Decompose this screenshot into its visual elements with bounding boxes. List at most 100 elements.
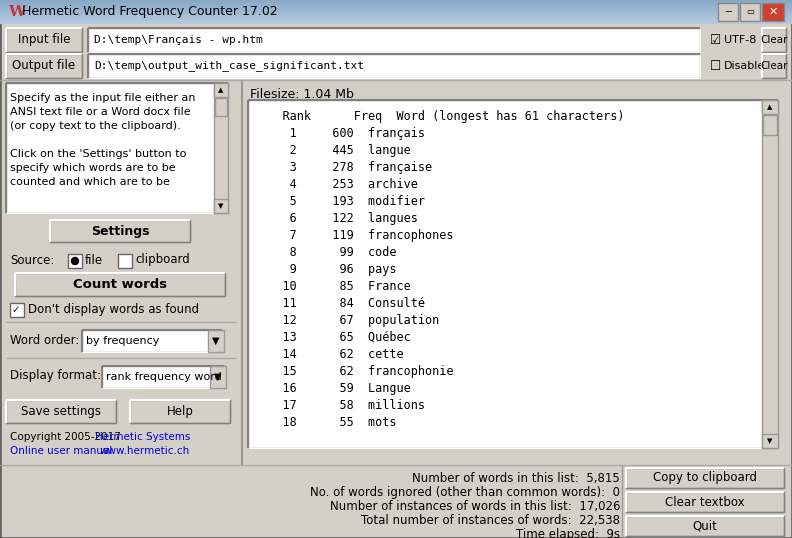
Bar	[0, 1, 792, 2]
Bar	[0, 0, 792, 1]
Text: D:\temp\Français - wp.htm: D:\temp\Français - wp.htm	[94, 35, 263, 45]
Bar	[6, 28, 82, 52]
Text: No. of words ignored (other than common words):  0: No. of words ignored (other than common …	[310, 486, 620, 499]
Text: ─: ─	[725, 7, 731, 17]
Text: Clear: Clear	[760, 35, 788, 45]
Text: clipboard: clipboard	[135, 253, 190, 266]
Bar	[763, 115, 777, 135]
Text: Source:: Source:	[10, 253, 55, 266]
Text: Time elapsed:  9s: Time elapsed: 9s	[516, 528, 620, 538]
Text: 2     445  langue: 2 445 langue	[254, 144, 411, 157]
Text: Number of instances of words in this list:  17,026: Number of instances of words in this lis…	[329, 500, 620, 513]
Bar	[762, 434, 778, 448]
Text: Help: Help	[166, 405, 193, 418]
Text: Rank      Freq  Word (longest has 61 characters): Rank Freq Word (longest has 61 character…	[254, 110, 625, 123]
Text: W: W	[8, 5, 25, 19]
Text: 9      96  pays: 9 96 pays	[254, 263, 397, 276]
Bar	[0, 17, 792, 18]
Text: 11      84  Consulté: 11 84 Consulté	[254, 297, 425, 310]
Text: Output file: Output file	[13, 60, 75, 73]
Bar	[0, 11, 792, 12]
Bar	[0, 8, 792, 9]
Text: Hermetic Systems: Hermetic Systems	[95, 432, 190, 442]
Text: ▼: ▼	[767, 438, 773, 444]
Text: by frequency: by frequency	[86, 336, 159, 346]
Bar	[0, 22, 792, 23]
Bar	[0, 14, 792, 15]
Bar	[0, 23, 792, 24]
Bar	[626, 468, 784, 488]
Text: 16      59  Langue: 16 59 Langue	[254, 382, 411, 395]
Text: 14      62  cette: 14 62 cette	[254, 348, 404, 361]
Text: Don't display words as found: Don't display words as found	[28, 303, 199, 316]
Bar	[215, 98, 227, 116]
Bar	[626, 516, 784, 536]
Text: Number of words in this list:  5,815: Number of words in this list: 5,815	[413, 472, 620, 485]
Text: UTF-8: UTF-8	[724, 35, 756, 45]
Bar	[762, 3, 784, 21]
Bar	[0, 21, 792, 22]
Text: Quit: Quit	[692, 520, 718, 533]
Bar	[762, 100, 778, 114]
Text: ☐: ☐	[710, 60, 722, 73]
Bar	[0, 3, 792, 4]
Text: Clear textbox: Clear textbox	[665, 495, 744, 508]
Text: 8      99  code: 8 99 code	[254, 246, 397, 259]
Text: 18      55  mots: 18 55 mots	[254, 416, 397, 429]
Text: 6     122  langues: 6 122 langues	[254, 212, 418, 225]
Bar	[626, 492, 784, 512]
Text: Settings: Settings	[91, 224, 149, 237]
Text: Total number of instances of words:  22,538: Total number of instances of words: 22,5…	[361, 514, 620, 527]
Text: 5     193  modifier: 5 193 modifier	[254, 195, 425, 208]
Bar	[248, 100, 778, 448]
Text: 4     253  archive: 4 253 archive	[254, 178, 418, 191]
Bar	[82, 330, 222, 352]
Bar	[0, 19, 792, 20]
Text: Copyright 2005-2017: Copyright 2005-2017	[10, 432, 128, 442]
Text: Display format:: Display format:	[10, 370, 101, 383]
Text: 15      62  francophonie: 15 62 francophonie	[254, 365, 454, 378]
Text: Click on the 'Settings' button to: Click on the 'Settings' button to	[10, 149, 186, 159]
Bar	[0, 5, 792, 6]
Text: www.hermetic.ch: www.hermetic.ch	[100, 446, 190, 456]
Bar	[0, 4, 792, 5]
Text: Save settings: Save settings	[21, 405, 101, 418]
Bar	[0, 13, 792, 14]
Text: ▼: ▼	[212, 336, 219, 346]
Text: Copy to clipboard: Copy to clipboard	[653, 471, 757, 485]
Text: ▭: ▭	[746, 8, 754, 17]
Bar	[0, 18, 792, 19]
Text: ✓: ✓	[12, 305, 20, 315]
Text: specify which words are to be: specify which words are to be	[10, 163, 176, 173]
Bar	[762, 54, 786, 78]
Text: 3     278  française: 3 278 française	[254, 161, 432, 174]
Text: Specify as the input file either an: Specify as the input file either an	[10, 93, 196, 103]
Text: Disable: Disable	[724, 61, 765, 71]
Bar	[762, 28, 786, 52]
Bar	[718, 3, 738, 21]
Bar	[762, 100, 778, 448]
Text: rank frequency word: rank frequency word	[106, 372, 222, 382]
Text: ✕: ✕	[768, 7, 778, 17]
Bar	[6, 54, 82, 78]
Bar	[68, 254, 82, 268]
Text: 13      65  Québec: 13 65 Québec	[254, 331, 411, 344]
Text: Online user manual: Online user manual	[10, 446, 119, 456]
Text: 10      85  France: 10 85 France	[254, 280, 411, 293]
Text: 1     600  français: 1 600 français	[254, 127, 425, 140]
Bar	[0, 16, 792, 17]
Circle shape	[71, 258, 78, 265]
Bar	[88, 28, 700, 52]
Text: D:\temp\output_with_case_significant.txt: D:\temp\output_with_case_significant.txt	[94, 61, 364, 72]
Bar	[0, 7, 792, 8]
Text: 7     119  francophones: 7 119 francophones	[254, 229, 454, 242]
Text: 12      67  population: 12 67 population	[254, 314, 440, 327]
Bar	[6, 400, 116, 423]
Text: Filesize: 1.04 Mb: Filesize: 1.04 Mb	[250, 88, 354, 101]
Bar	[214, 199, 228, 213]
Bar	[208, 330, 224, 352]
Bar	[0, 12, 792, 13]
Bar	[0, 20, 792, 21]
Text: Clear: Clear	[760, 61, 788, 71]
Text: ▼: ▼	[215, 372, 222, 382]
